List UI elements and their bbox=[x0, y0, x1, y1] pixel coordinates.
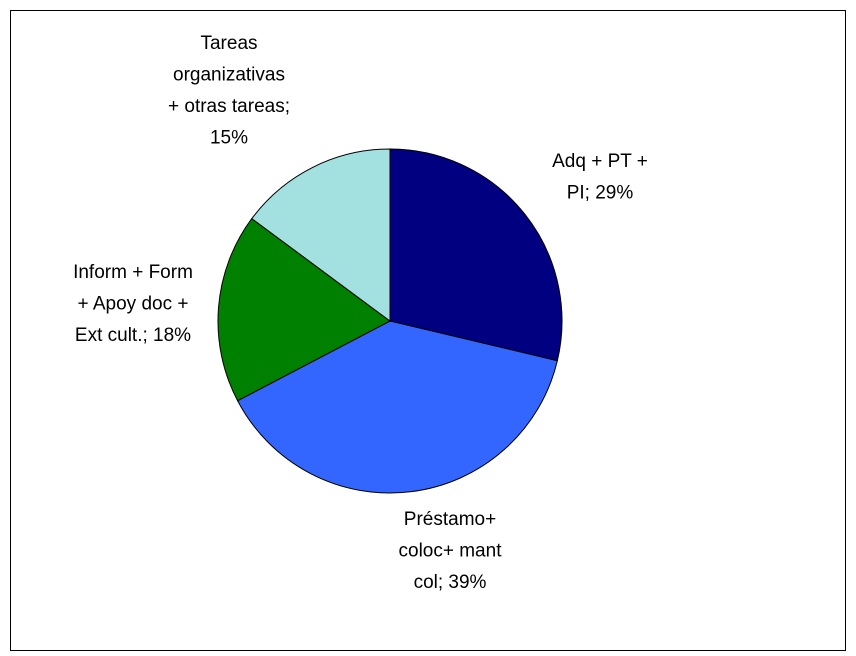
slice-label: coloc+ mant bbox=[399, 541, 503, 562]
pie-slice bbox=[217, 217, 391, 402]
slice-label: Tareas bbox=[200, 33, 257, 54]
slice-label: col; 39% bbox=[414, 572, 487, 593]
slice-label: + Apoy doc + bbox=[78, 294, 189, 315]
slice-label: Inform + Form bbox=[73, 262, 193, 283]
slice-label: organizativas bbox=[173, 65, 285, 86]
pie-slice bbox=[236, 320, 558, 494]
pie-slice bbox=[251, 148, 391, 322]
slice-label: + otras tareas; bbox=[168, 96, 290, 117]
slice-label: Préstamo+ bbox=[404, 509, 496, 530]
slice-label: 15% bbox=[210, 128, 248, 149]
pie-slice bbox=[389, 148, 563, 362]
slice-label: Ext cult.; 18% bbox=[75, 325, 191, 346]
slice-label: PI; 29% bbox=[567, 183, 634, 204]
slice-label: Adq + PT + bbox=[552, 151, 648, 172]
